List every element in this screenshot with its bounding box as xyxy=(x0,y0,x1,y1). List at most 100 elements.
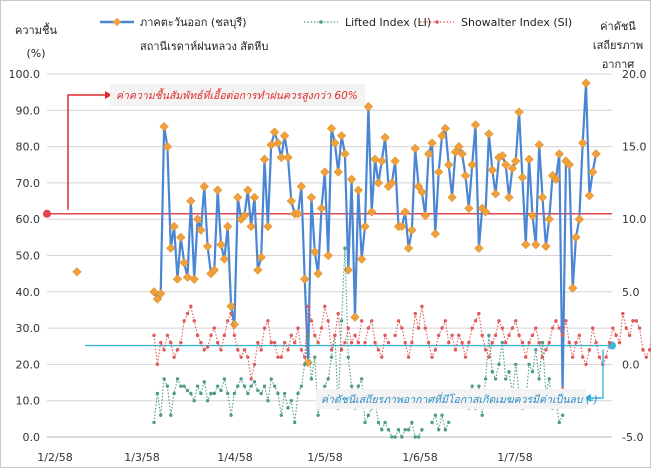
showalter-index-point xyxy=(239,355,243,359)
showalter-index-point xyxy=(319,326,324,330)
y-left-tick-label: 80.0 xyxy=(16,141,41,154)
x-tick-label: 1/6/58 xyxy=(402,451,437,464)
showalter-index-point xyxy=(179,340,183,345)
humidity-point xyxy=(280,131,290,141)
showalter-index-point xyxy=(507,333,511,338)
lifted-index-point xyxy=(192,399,196,403)
y-left-tick-label: 90.0 xyxy=(16,104,41,117)
humidity-point xyxy=(202,241,213,252)
lifted-index-point xyxy=(182,384,186,388)
humidity-point xyxy=(457,149,467,159)
showalter-index-point xyxy=(554,319,558,323)
humidity-annotation: ค่าความชื้นสัมพัทธ์ที่เอื้อต่อการทำฝนควร… xyxy=(67,84,365,210)
showalter-index-point xyxy=(185,311,190,316)
y-right-title-line: อากาศ xyxy=(602,58,635,71)
lifted-index-point xyxy=(416,435,421,439)
humidity-point xyxy=(527,210,538,221)
lifted-index-point xyxy=(215,384,220,388)
y-right-tick-label: -5.0 xyxy=(622,431,643,444)
humidity-point xyxy=(417,187,427,197)
showalter-index-point xyxy=(430,355,434,359)
lifted-index-point xyxy=(497,362,501,367)
showalter-index-point xyxy=(627,333,632,338)
showalter-index-point xyxy=(346,326,350,330)
lifted-index-point xyxy=(296,391,300,396)
lifted-index-point xyxy=(436,428,441,432)
showalter-index-point xyxy=(647,348,651,352)
showalter-index-point xyxy=(326,319,330,323)
humidity-point xyxy=(306,192,317,203)
showalter-index-point xyxy=(396,319,401,323)
humidity-point xyxy=(196,225,206,235)
humidity-point xyxy=(460,171,471,181)
humidity-point xyxy=(343,265,353,275)
humidity-point xyxy=(591,149,601,159)
showalter-index-point xyxy=(219,348,223,352)
lifted-index-point xyxy=(507,369,511,374)
showalter-index-point xyxy=(500,326,505,330)
lifted-index-point xyxy=(386,428,391,432)
humidity-point xyxy=(387,178,397,188)
lifted-index-point xyxy=(279,413,283,417)
humidity-point xyxy=(263,221,273,232)
showalter-index-point xyxy=(564,319,568,323)
lifted-index-point xyxy=(313,355,317,359)
showalter-index-point xyxy=(450,333,454,338)
lifted-index-point xyxy=(443,428,448,432)
showalter-index-point xyxy=(195,333,200,338)
lifted-index-point xyxy=(236,384,240,388)
lifted-index-point xyxy=(359,377,364,381)
showalter-index-point xyxy=(236,348,240,352)
showalter-index-point xyxy=(467,340,471,345)
y-left-tick-label: 70.0 xyxy=(16,177,41,190)
lifted-index-point xyxy=(410,420,414,425)
humidity-point xyxy=(400,207,410,217)
showalter-index-point xyxy=(309,319,314,323)
humidity-point xyxy=(390,156,400,166)
lifted-index-point xyxy=(383,420,387,425)
lifted-index-line xyxy=(153,248,393,438)
showalter-index-point xyxy=(205,345,210,349)
humidity-point xyxy=(373,178,384,188)
humidity-point xyxy=(564,160,574,170)
showalter-index-point xyxy=(644,355,649,359)
showalter-index-point xyxy=(242,348,247,352)
lifted-index-point xyxy=(276,391,280,396)
showalter-index-point xyxy=(624,326,628,330)
humidity-annotation-box xyxy=(110,84,365,106)
humidity-point xyxy=(239,211,250,221)
humidity-point xyxy=(176,232,186,242)
humidity-point xyxy=(223,221,233,232)
humidity-point xyxy=(537,192,548,203)
showalter-index-point xyxy=(560,333,565,338)
lifted-index-point xyxy=(286,406,290,410)
humidity-point xyxy=(578,138,588,148)
lifted-index-point xyxy=(380,428,384,432)
showalter-index-point xyxy=(433,348,438,352)
series-group xyxy=(72,78,651,439)
humidity-point xyxy=(544,214,554,224)
humidity-point xyxy=(420,210,430,221)
humidity-point xyxy=(474,243,484,253)
showalter-index-point xyxy=(363,340,367,345)
lifted-index-point xyxy=(323,384,327,388)
showalter-index-point xyxy=(591,326,595,330)
showalter-index-point xyxy=(155,362,160,367)
showalter-index-point xyxy=(574,340,578,345)
humidity-point xyxy=(156,289,166,299)
lifted-index-point xyxy=(356,384,361,388)
showalter-index-point xyxy=(175,348,180,352)
humidity-point xyxy=(233,192,243,202)
lifted-index-point xyxy=(246,391,250,396)
stability-annotation: ค่าดัชนีเสถียรภาพอากาศที่มีโอกาสเกิดเมฆค… xyxy=(316,349,604,409)
lifted-index-point xyxy=(557,420,561,425)
lifted-index-point xyxy=(316,413,320,417)
showalter-index-point xyxy=(349,340,354,345)
showalter-index-line xyxy=(364,318,389,359)
lifted-index-point xyxy=(229,413,233,417)
showalter-index-point xyxy=(510,326,515,330)
lifted-index-point xyxy=(503,377,508,381)
humidity-point xyxy=(450,147,460,157)
humidity-point xyxy=(554,149,564,159)
humidity-point xyxy=(581,78,591,88)
